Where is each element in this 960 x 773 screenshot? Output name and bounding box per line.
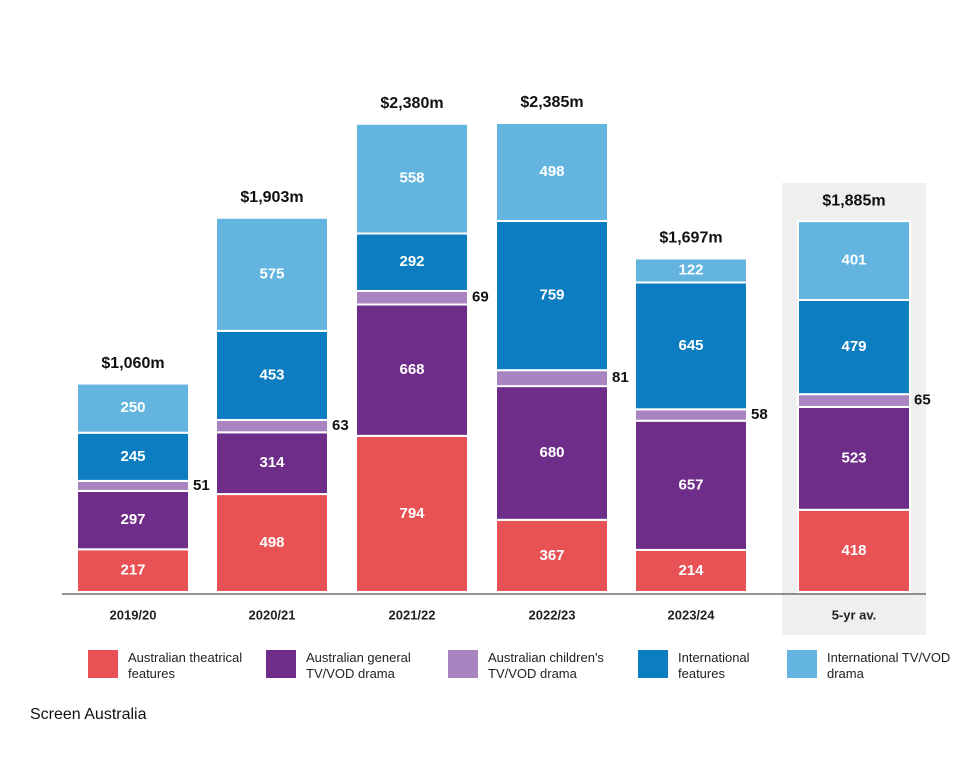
- value-label: 453: [259, 366, 284, 383]
- value-label: 122: [678, 261, 703, 278]
- bar-segment: [634, 548, 748, 594]
- bar-segment: [634, 408, 748, 422]
- value-label: 367: [539, 547, 564, 564]
- legend-label: Australian theatrical features: [128, 650, 243, 681]
- bar-segment: [76, 479, 190, 492]
- x-tick-label: 2020/21: [249, 607, 296, 622]
- bar-segment: [495, 369, 609, 388]
- source: Screen Australia: [30, 706, 147, 723]
- bar-segment: [355, 434, 469, 593]
- value-label: 217: [120, 562, 145, 579]
- value-label: 51: [193, 477, 210, 494]
- total-label: $1,903m: [240, 189, 303, 206]
- bar-segment: [797, 405, 911, 511]
- value-label: 245: [120, 448, 145, 465]
- value-label: 250: [120, 399, 145, 416]
- total-label: $1,885m: [822, 193, 885, 210]
- value-label: 418: [841, 542, 866, 559]
- legend-swatch: [266, 650, 296, 678]
- value-label: 479: [841, 338, 866, 355]
- value-label: 69: [472, 289, 489, 306]
- bar-segment: [76, 548, 190, 593]
- value-label: 668: [399, 361, 424, 378]
- legend-label: International TV/VOD drama: [827, 650, 951, 681]
- value-label: 314: [259, 454, 285, 471]
- x-tick-label: 2022/23: [529, 607, 576, 622]
- bar-segment: [797, 298, 911, 396]
- bar-segment: [495, 219, 609, 372]
- bar-segment: [634, 419, 748, 551]
- value-label: 680: [539, 444, 564, 461]
- x-tick-label: 5-yr av.: [832, 607, 877, 622]
- bar-segment: [495, 385, 609, 521]
- x-tick-label: 2019/20: [110, 607, 157, 622]
- value-label: 645: [678, 337, 703, 354]
- value-label: 575: [259, 265, 284, 282]
- value-label: 65: [914, 392, 931, 409]
- bar-segment: [76, 489, 190, 551]
- total-label: $2,380m: [380, 95, 443, 112]
- bar-segment: [76, 431, 190, 482]
- total-label: $1,697m: [659, 230, 722, 247]
- legend-swatch: [88, 650, 118, 678]
- bar-segment: [355, 232, 469, 292]
- legend-label: International features: [678, 650, 750, 681]
- legend-swatch: [448, 650, 478, 678]
- legend-swatch: [787, 650, 817, 678]
- bar-segment: [797, 220, 911, 301]
- bar-segment: [355, 122, 469, 235]
- total-label: $2,385m: [520, 94, 583, 111]
- x-tick-label: 2021/22: [389, 607, 436, 622]
- value-label: 558: [399, 170, 424, 187]
- bar-segment: [215, 329, 329, 421]
- legend-label: Australian children's TV/VOD drama: [488, 650, 604, 681]
- value-label: 297: [120, 511, 145, 528]
- value-label: 498: [539, 163, 564, 180]
- value-label: 292: [399, 253, 424, 270]
- value-label: 498: [259, 534, 284, 551]
- x-tick-label: 2023/24: [668, 607, 716, 622]
- total-label: $1,060m: [101, 355, 164, 372]
- value-label: 523: [841, 449, 866, 466]
- bar-segment: [634, 281, 748, 411]
- bar-segment: [215, 418, 329, 434]
- bar-segment: [76, 382, 190, 434]
- value-label: 63: [332, 417, 349, 434]
- value-label: 81: [612, 369, 629, 386]
- bar-segment: [215, 431, 329, 496]
- bar-segment: [355, 303, 469, 437]
- legend-label: Australian general TV/VOD drama: [306, 650, 411, 681]
- bar-segment: [215, 216, 329, 332]
- value-label: 657: [678, 476, 703, 493]
- value-label: 794: [399, 505, 425, 522]
- legend-swatch: [638, 650, 668, 678]
- value-label: 759: [539, 287, 564, 304]
- value-label: 214: [678, 562, 704, 579]
- bar-segment: [355, 289, 469, 306]
- value-label: 401: [841, 252, 866, 269]
- bar-segment: [215, 493, 329, 593]
- bar-segment: [495, 122, 609, 222]
- value-label: 58: [751, 406, 768, 423]
- bar-segment: [634, 257, 748, 284]
- bar-segment: [797, 393, 911, 408]
- bar-segment: [797, 508, 911, 593]
